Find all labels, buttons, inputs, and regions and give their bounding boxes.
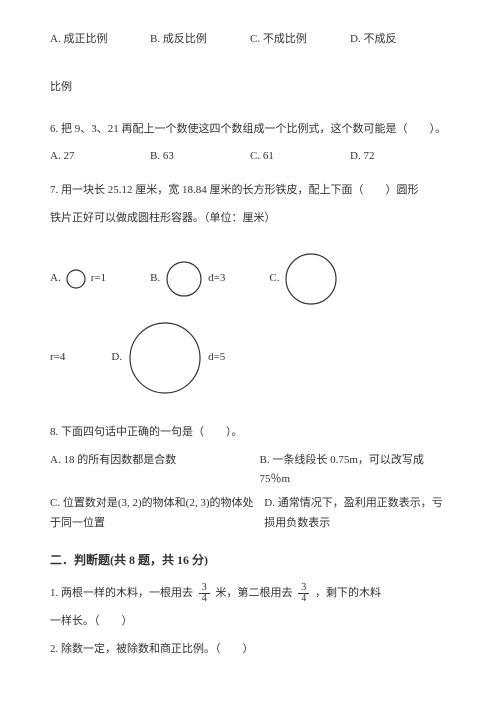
q7-text2: 铁片正好可以做成圆柱形容器。（单位：厘米）	[50, 209, 450, 229]
j1-post: ，剩下的木料	[315, 587, 381, 599]
q7-row2: r=4 D. d=5	[50, 319, 450, 397]
q7-opt-d: D.	[111, 348, 122, 368]
q7-opt-a: A.	[50, 269, 61, 289]
q8-opt-b: B. 一条线段长 0.75m，可以改写成75％m	[260, 451, 450, 491]
circle-a-icon	[65, 268, 87, 290]
frac2-den: 4	[298, 594, 309, 604]
q7-item-c: C.	[269, 251, 339, 307]
fraction-2: 3 4	[298, 583, 309, 604]
q8-opt-d: D. 通常情况下，盈利用正数表示，亏损用负数表示	[264, 494, 450, 534]
j1-pre: 1. 两根一样的木料，一根用去	[50, 587, 193, 599]
circle-d-icon	[126, 319, 204, 397]
q7-label-r4: r=4	[50, 348, 65, 368]
frac1-den: 4	[199, 594, 210, 604]
q5-opt-a: A. 成正比例	[50, 30, 150, 50]
section2-title: 二．判断题(共 8 题，共 16 分)	[50, 550, 450, 572]
q7-label-d5: d=5	[208, 348, 225, 368]
q7-row1: A. r=1 B. d=3 C.	[50, 251, 450, 307]
q7-item-b: B. d=3	[150, 259, 225, 299]
q8-text: 8. 下面四句话中正确的一句是（ ）。	[50, 423, 450, 443]
j2-text: 2. 除数一定，被除数和商正比例。（ ）	[50, 640, 450, 660]
q5-opt-b: B. 成反比例	[150, 30, 250, 50]
q6-opt-d: D. 72	[350, 147, 450, 167]
q5-cont: 比例	[50, 78, 450, 98]
q8-opt-a: A. 18 的所有因数都是合数	[50, 451, 260, 491]
circle-b-icon	[164, 259, 204, 299]
q5-options: A. 成正比例 B. 成反比例 C. 不成比例 D. 不成反	[50, 30, 450, 50]
q6-opt-c: C. 61	[250, 147, 350, 167]
fraction-1: 3 4	[199, 583, 210, 604]
q6-options: A. 27 B. 63 C. 61 D. 72	[50, 147, 450, 167]
q7-text1: 7. 用一块长 25.12 厘米，宽 18.84 厘米的长方形铁皮，配上下面（ …	[50, 181, 450, 201]
q8-opt-c: C. 位置数对是(3, 2)的物体和(2, 3)的物体处于同一位置	[50, 494, 264, 534]
q5-opt-d: D. 不成反	[350, 30, 450, 50]
j1-line2: 一样长。（ ）	[50, 612, 450, 632]
q7-opt-b: B.	[150, 269, 160, 289]
circle-c-icon	[283, 251, 339, 307]
j1-mid: 米，第二根用去	[216, 587, 293, 599]
q7-label-a: r=1	[91, 269, 106, 289]
q7-item-a: A. r=1	[50, 268, 106, 290]
q5-opt-c: C. 不成比例	[250, 30, 350, 50]
j1-line1: 1. 两根一样的木料，一根用去 3 4 米，第二根用去 3 4 ，剩下的木料	[50, 583, 450, 604]
q6-opt-a: A. 27	[50, 147, 150, 167]
q7-opt-c: C.	[269, 269, 279, 289]
q8-row2: C. 位置数对是(3, 2)的物体和(2, 3)的物体处于同一位置 D. 通常情…	[50, 494, 450, 534]
q7-item-d: D. d=5	[111, 319, 225, 397]
q6-text: 6. 把 9、3、21 再配上一个数使这四个数组成一个比例式，这个数可能是（ ）…	[50, 120, 450, 140]
q8-row1: A. 18 的所有因数都是合数 B. 一条线段长 0.75m，可以改写成75％m	[50, 451, 450, 491]
q7-label-b: d=3	[208, 269, 225, 289]
q6-opt-b: B. 63	[150, 147, 250, 167]
